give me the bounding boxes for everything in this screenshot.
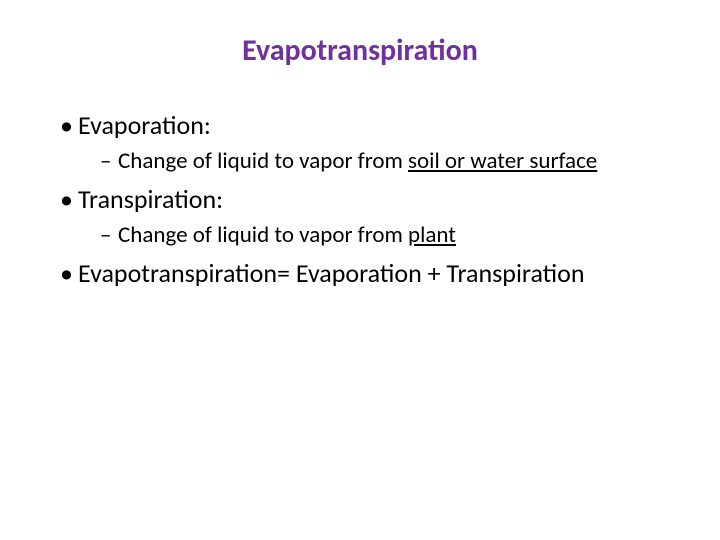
bullet-text: Evapotranspiration= Evaporation + Transp… xyxy=(78,257,585,289)
bullet-marker: • xyxy=(60,109,78,141)
bullet-prefix: Change of liquid to vapor from xyxy=(118,147,408,175)
bullet-l1: •Evaporation: xyxy=(60,109,680,141)
bullet-text: Change of liquid to vapor from soil or w… xyxy=(118,147,597,175)
bullet-marker: • xyxy=(60,183,78,215)
slide-container: Evapotranspiration •Evaporation: –Change… xyxy=(0,0,720,540)
subbullet-evaporation-def: –Change of liquid to vapor from soil or … xyxy=(40,147,680,175)
bullet-l1: •Evapotranspiration= Evaporation + Trans… xyxy=(60,257,680,289)
bullet-marker: – xyxy=(100,147,118,175)
slide-title: Evapotranspiration xyxy=(40,32,680,69)
bullet-evaporation: •Evaporation: xyxy=(40,109,680,141)
bullet-l2: –Change of liquid to vapor from plant xyxy=(100,221,680,249)
bullet-marker: – xyxy=(100,221,118,249)
bullet-prefix: Change of liquid to vapor from xyxy=(118,221,408,249)
subbullet-transpiration-def: –Change of liquid to vapor from plant xyxy=(40,221,680,249)
bullet-text: Evaporation: xyxy=(78,109,211,141)
bullet-evapotranspiration: •Evapotranspiration= Evaporation + Trans… xyxy=(40,257,680,289)
bullet-l2: –Change of liquid to vapor from soil or … xyxy=(100,147,680,175)
bullet-underlined: plant xyxy=(408,221,456,249)
bullet-underlined: soil or water surface xyxy=(408,147,597,175)
bullet-transpiration: •Transpiration: xyxy=(40,183,680,215)
bullet-l1: •Transpiration: xyxy=(60,183,680,215)
bullet-text: Transpiration: xyxy=(78,183,223,215)
bullet-marker: • xyxy=(60,257,78,289)
bullet-text: Change of liquid to vapor from plant xyxy=(118,221,456,249)
